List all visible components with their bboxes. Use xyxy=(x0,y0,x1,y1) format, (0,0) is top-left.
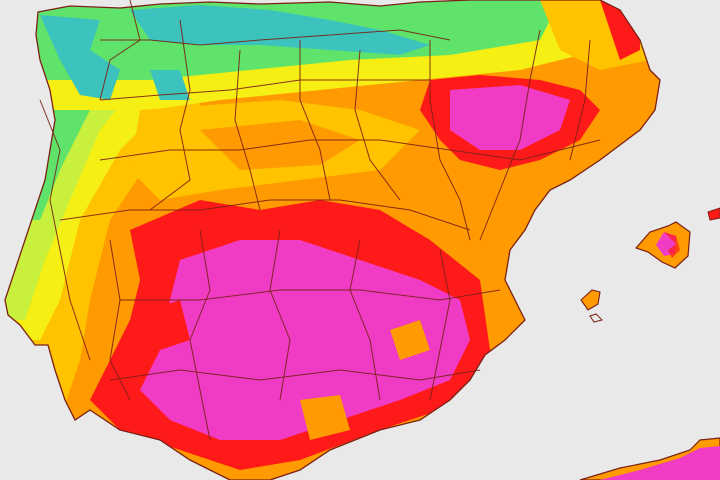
menorca xyxy=(707,207,720,221)
province-borders xyxy=(39,0,601,441)
coastline xyxy=(4,0,661,480)
formentera xyxy=(589,313,603,323)
balearic-islands xyxy=(580,207,720,323)
ibiza xyxy=(580,289,601,311)
north-africa-edge xyxy=(579,437,720,480)
